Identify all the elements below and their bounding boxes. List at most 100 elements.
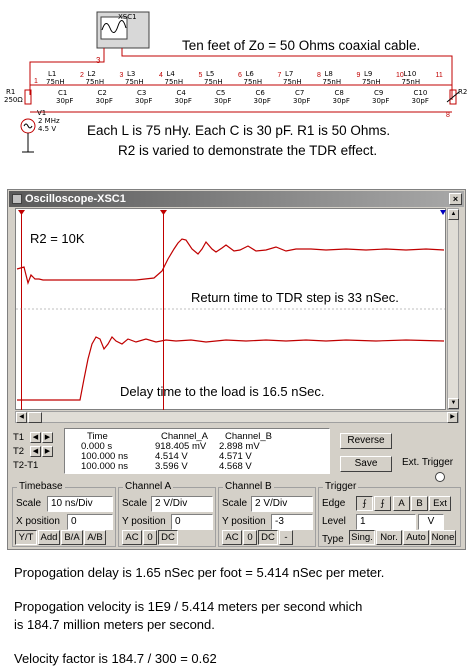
r1-label: R1: [6, 88, 16, 96]
trigger-title: Trigger: [323, 481, 359, 492]
timebase-scale-label: Scale: [16, 498, 42, 509]
mode-button[interactable]: -: [279, 530, 293, 545]
close-button[interactable]: ×: [449, 193, 462, 205]
mode-button[interactable]: A/B: [84, 530, 106, 545]
mode-button[interactable]: None: [430, 530, 456, 545]
inductor-label: L2: [87, 70, 96, 78]
reverse-button[interactable]: Reverse: [340, 433, 392, 449]
mode-button[interactable]: AC: [122, 530, 142, 545]
inductor-value: 75nH: [85, 78, 105, 86]
timebase-group: Timebase Scale 10 ns/Div X position 0 Y/…: [12, 481, 116, 547]
channel-b-title: Channel B: [223, 481, 274, 492]
readout-cell: 4.571 V: [219, 451, 252, 462]
v1-freq: 2 MHz: [38, 117, 60, 125]
capacitor-value: 30pF: [293, 97, 311, 105]
mode-button[interactable]: Auto: [403, 530, 429, 545]
mode-button[interactable]: Nor.: [376, 530, 402, 545]
mode-button[interactable]: DC: [158, 530, 178, 545]
window-title: Oscilloscope-XSC1: [25, 193, 126, 205]
x-position-label: X position: [16, 516, 60, 527]
capacitor-value: 30pF: [332, 97, 350, 105]
capacitor-value: 30pF: [95, 97, 113, 105]
channel-a-scale-label: Scale: [122, 498, 148, 509]
channel-b-ypos-label: Y position: [222, 516, 266, 527]
capacitor-value: 30pF: [135, 97, 153, 105]
mode-button[interactable]: Ext: [429, 496, 451, 511]
r2-label: R2: [458, 88, 468, 96]
measurement-readout: Time Channel_A Channel_B 0.000 s 918.405 mV 2…: [64, 428, 330, 474]
inductor-value: 75nH: [401, 78, 421, 86]
capacitor-label: C1: [58, 89, 68, 97]
timebase-title: Timebase: [17, 481, 65, 492]
schematic: XSC1 3 Ten feet of Zo = 50 Ohms coaxial …: [0, 0, 474, 182]
mode-button[interactable]: B: [411, 496, 428, 511]
scroll-up-arrow-icon[interactable]: ▲: [448, 209, 459, 220]
mode-button[interactable]: B/A: [61, 530, 83, 545]
rising-edge-icon[interactable]: ⨍: [356, 496, 373, 511]
timebase-scale-field[interactable]: 10 ns/Div: [47, 496, 113, 512]
capacitor-label: C7: [295, 89, 305, 97]
capacitor-value: 30pF: [174, 97, 192, 105]
readout-header: Channel_B: [225, 431, 273, 442]
mode-button[interactable]: Add: [38, 530, 60, 545]
channel-a-title: Channel A: [123, 481, 174, 492]
mode-button[interactable]: Sing.: [349, 530, 375, 545]
t2-right-arrow-button[interactable]: ▶: [42, 446, 53, 457]
channel-b-scale-field[interactable]: 2 V/Div: [251, 496, 313, 512]
scroll-thumb[interactable]: [28, 412, 42, 423]
readout-cell: 4.514 V: [155, 451, 188, 462]
falling-edge-icon[interactable]: ⨍: [374, 496, 391, 511]
node-label: 4: [159, 72, 163, 79]
capacitor-label: C5: [216, 89, 226, 97]
t2-left-arrow-button[interactable]: ◀: [30, 446, 41, 457]
readout-cell: 4.568 V: [219, 461, 252, 472]
caption-1: Ten feet of Zo = 50 Ohms coaxial cable.: [182, 38, 421, 53]
note-line-3: is 184.7 million meters per second.: [14, 617, 215, 632]
channel-a-ypos-field[interactable]: 0: [171, 514, 213, 530]
channel-a-scale-field[interactable]: 2 V/Div: [151, 496, 213, 512]
note-line-1: Propogation delay is 1.65 nSec per foot …: [14, 565, 385, 580]
annotation-return-time: Return time to TDR step is 33 nSec.: [191, 290, 399, 305]
scroll-down-arrow-icon[interactable]: ▼: [448, 398, 459, 409]
annotation-delay-time: Delay time to the load is 16.5 nSec.: [120, 384, 325, 399]
v1-label: V1: [37, 109, 47, 117]
save-button[interactable]: Save: [340, 456, 392, 472]
mode-button[interactable]: 0: [143, 530, 157, 545]
channel-a-waveform: [16, 238, 445, 286]
scroll-right-arrow-icon[interactable]: ▶: [447, 412, 458, 423]
mode-button[interactable]: Y/T: [15, 530, 37, 545]
waveform-display: [16, 210, 447, 410]
mode-button[interactable]: 0: [243, 530, 257, 545]
t2-label: T2: [13, 446, 25, 457]
inductor-label: L10: [403, 70, 417, 78]
title-bar[interactable]: Oscilloscope-XSC1 ×: [9, 191, 464, 207]
t1-label: T1: [13, 432, 25, 443]
node-label: 10: [396, 72, 404, 79]
scroll-left-arrow-icon[interactable]: ◀: [16, 412, 27, 423]
channel-b-ypos-field[interactable]: -3: [271, 514, 313, 530]
inductor-label: L9: [364, 70, 373, 78]
r1-value: 250Ω: [4, 96, 23, 104]
scope-screen: R2 = 10K Return time to TDR step is 33 n…: [15, 208, 447, 410]
t1-left-arrow-button[interactable]: ◀: [30, 432, 41, 443]
inductor-value: 75nH: [204, 78, 223, 86]
capacitor-value: 30pF: [411, 97, 429, 105]
level-field[interactable]: 1: [356, 514, 416, 530]
capacitor-label: C2: [97, 89, 107, 97]
xsc-label: XSC1: [118, 13, 137, 21]
capacitor-value: 30pF: [372, 97, 390, 105]
ext-trigger-terminal-icon[interactable]: [435, 472, 445, 482]
capacitor-label: C8: [334, 89, 344, 97]
v1-amp: 4.5 V: [38, 125, 57, 133]
readout-cell: 0.000 s: [81, 441, 113, 452]
x-position-field[interactable]: 0: [67, 514, 113, 530]
horizontal-scrollbar[interactable]: ◀ ▶: [15, 411, 459, 423]
mode-button[interactable]: A: [393, 496, 410, 511]
ext-trigger-label: Ext. Trigger: [402, 457, 454, 468]
level-unit-select[interactable]: V: [418, 514, 444, 530]
t1-right-arrow-button[interactable]: ▶: [42, 432, 53, 443]
trigger-group: Trigger Edge ⨍ ⨍ A B Ext Level 1 V Type Si…: [318, 481, 461, 547]
vertical-scrollbar[interactable]: ▲ ▼: [447, 208, 459, 410]
mode-button[interactable]: AC: [222, 530, 242, 545]
mode-button[interactable]: DC: [258, 530, 278, 545]
